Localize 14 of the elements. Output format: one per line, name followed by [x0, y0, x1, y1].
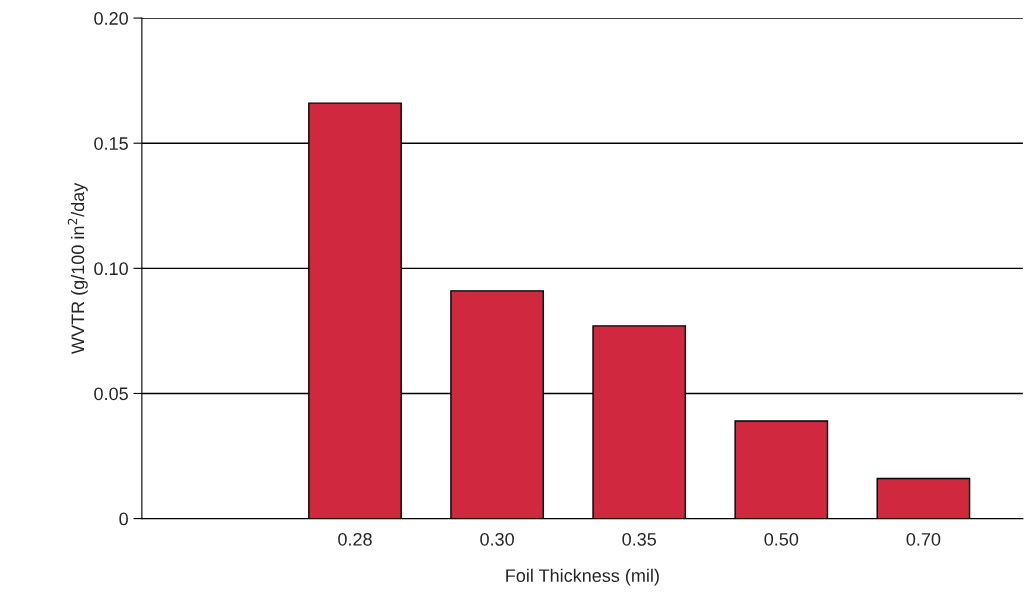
y-tick-label: 0.10	[94, 262, 128, 276]
x-tick-label: 0.30	[480, 532, 514, 546]
y-tick-label: 0	[119, 512, 128, 526]
y-axis-title: WVTR (g/100 in$^{2}$/day	[67, 182, 88, 354]
x-tick-label: 0.35	[622, 532, 657, 546]
x-axis-title: Foil Thickness (mil)	[506, 568, 659, 586]
x-tick-label: 0.28	[338, 532, 372, 546]
y-tick-label: 0.15	[94, 137, 128, 150]
x-tick-label: 0.70	[906, 532, 941, 546]
bar	[734, 420, 829, 519]
x-tick-label: 0.50	[764, 532, 799, 546]
y-tick-label: 0.20	[94, 12, 128, 25]
y-tick-label: 0.05	[94, 387, 128, 401]
bar	[876, 477, 971, 519]
